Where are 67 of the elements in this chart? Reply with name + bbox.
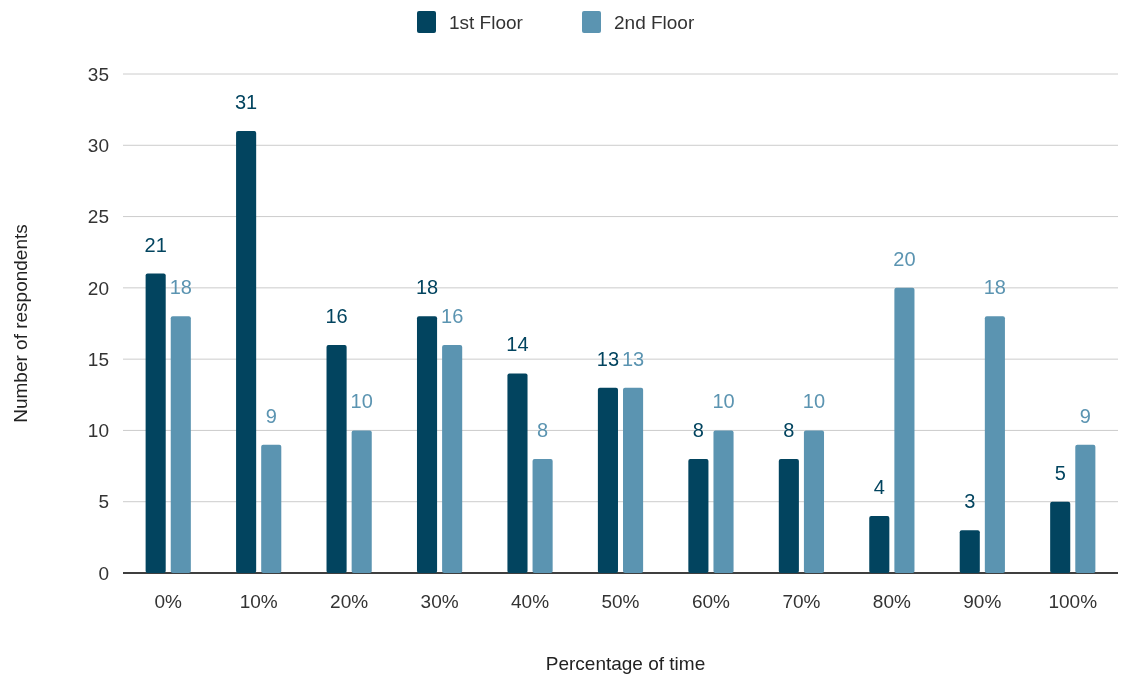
data-label: 8 [537, 418, 549, 441]
data-label: 9 [1079, 404, 1091, 427]
data-label: 20 [893, 247, 916, 270]
bar [326, 344, 347, 573]
data-label: 14 [506, 333, 529, 356]
x-tick-label: 90% [963, 591, 1002, 612]
data-label: 18 [415, 276, 439, 299]
bar [236, 131, 257, 573]
x-tick-label: 40% [511, 591, 550, 612]
bar [778, 458, 799, 573]
bar [1050, 501, 1071, 573]
data-label: 16 [325, 304, 348, 327]
data-label: 16 [441, 304, 464, 327]
x-tick-label: 0% [154, 591, 183, 612]
bar [170, 316, 191, 573]
x-tick-label: 100% [1048, 591, 1098, 612]
bar [597, 387, 618, 573]
data-label: 4 [873, 475, 885, 498]
x-tick-label: 30% [420, 591, 459, 612]
bar [442, 344, 463, 573]
y-tick-label: 20 [87, 277, 109, 299]
bar [803, 430, 825, 573]
bar [688, 458, 709, 573]
data-label: 8 [692, 418, 704, 441]
y-tick-label: 0 [98, 562, 109, 584]
data-label: 9 [265, 404, 277, 427]
y-tick-label: 30 [87, 134, 109, 156]
x-tick-label: 80% [872, 591, 911, 612]
data-label: 3 [964, 490, 976, 513]
y-axis-title: Number of respondents [10, 224, 31, 423]
x-tick-label: 20% [330, 591, 369, 612]
y-tick-label: 35 [87, 63, 109, 85]
data-label: 10 [350, 390, 373, 413]
y-tick-label: 25 [87, 206, 109, 228]
data-label: 18 [983, 276, 1007, 299]
bar [145, 273, 166, 573]
x-axis-title: Percentage of time [545, 653, 706, 674]
bar [713, 430, 734, 573]
x-tick-label: 10% [239, 591, 278, 612]
bar [984, 316, 1005, 573]
x-tick-label: 60% [691, 591, 731, 612]
bar [507, 373, 528, 573]
data-label: 5 [1054, 461, 1066, 484]
legend-label: 2nd Floor [614, 12, 695, 33]
data-label: 10 [802, 390, 826, 413]
bar [869, 515, 890, 573]
bar [1075, 444, 1096, 573]
bar [416, 316, 438, 573]
x-tick-label: 50% [601, 591, 640, 612]
data-label: 18 [169, 276, 192, 299]
legend-label: 1st Floor [449, 12, 524, 33]
data-label: 21 [144, 233, 167, 256]
data-label: 13 [621, 347, 645, 370]
y-tick-label: 10 [87, 420, 109, 442]
data-label: 10 [712, 390, 735, 413]
bar [351, 430, 372, 573]
data-label: 8 [783, 418, 795, 441]
bar [623, 387, 644, 573]
data-label: 13 [596, 347, 620, 370]
bar [894, 287, 915, 573]
data-label: 31 [234, 91, 258, 114]
x-tick-label: 70% [782, 591, 821, 612]
bar [261, 444, 282, 573]
y-tick-label: 15 [87, 348, 109, 370]
bar [959, 530, 980, 573]
bar [532, 458, 553, 573]
y-tick-label: 5 [98, 491, 109, 513]
